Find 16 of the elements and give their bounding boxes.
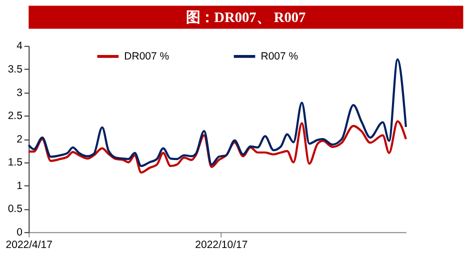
line-series	[28, 58, 407, 168]
legend-label: DR007 %	[124, 50, 170, 62]
chart-title: 图：DR007、 R007	[186, 10, 306, 26]
line-series	[28, 120, 407, 174]
y-tick-label: 2	[16, 133, 23, 146]
y-tick-label: 4	[16, 40, 23, 52]
y-tick-label: 1.5	[8, 156, 23, 169]
x-tick-label: 2022/10/17	[195, 238, 248, 251]
legend-label: R007 %	[260, 50, 298, 62]
y-tick-label: 1	[16, 180, 23, 192]
y-tick-label: 0.5	[8, 203, 23, 216]
x-tick-label: 2022/4/17	[6, 238, 53, 251]
y-tick-label: 0	[16, 226, 23, 238]
y-tick-label: 3	[16, 86, 23, 99]
y-tick-label: 2.5	[8, 110, 23, 122]
y-tick-label: 3.5	[8, 64, 23, 76]
